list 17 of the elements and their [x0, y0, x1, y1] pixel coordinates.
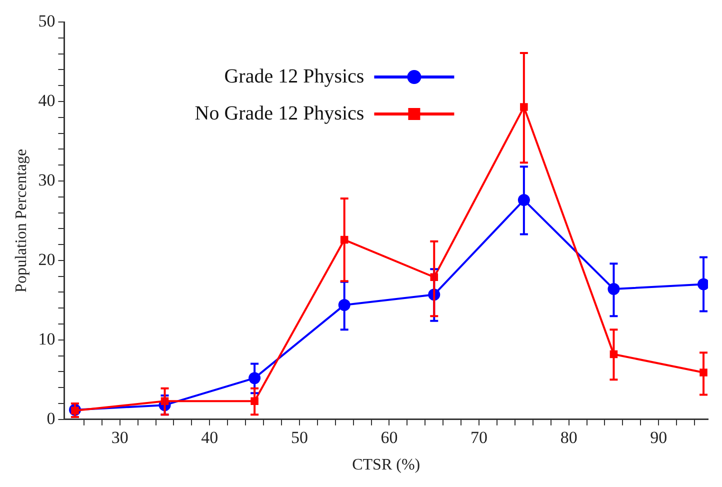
legend-label: Grade 12 Physics — [224, 65, 364, 88]
x-tick-label: 60 — [380, 428, 398, 448]
y-tick-label: 40 — [38, 90, 56, 110]
x-tick-label: 90 — [650, 428, 668, 448]
y-tick-label: 10 — [38, 329, 56, 348]
y-tick-label: 30 — [38, 170, 56, 190]
y-tick-label: 0 — [46, 408, 56, 428]
legend-label: No Grade 12 Physics — [194, 102, 364, 124]
x-tick-label: 30 — [111, 428, 128, 448]
y-axis-title: Population Percentage — [12, 148, 30, 292]
x-axis-title: CTSR (%) — [352, 456, 420, 474]
y-tick-label: 20 — [38, 250, 56, 269]
x-tick-label: 80 — [560, 428, 578, 448]
y-tick-label: 50 — [38, 11, 56, 30]
x-tick-label: 40 — [201, 428, 218, 448]
x-tick-label: 70 — [470, 428, 488, 448]
x-tick-label: 50 — [290, 428, 308, 448]
